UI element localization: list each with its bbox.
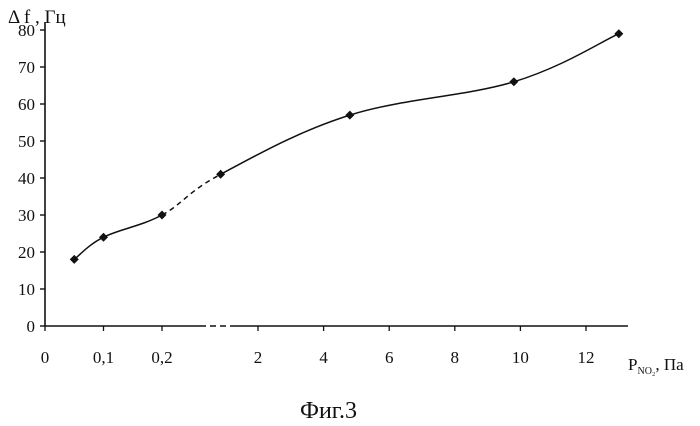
series-segment: [514, 34, 619, 82]
series-markers: [70, 29, 624, 264]
y-tick-label: 80: [18, 21, 35, 40]
x-tick-label: 8: [451, 348, 460, 367]
y-tick-label: 0: [27, 317, 36, 336]
data-point: [99, 233, 108, 242]
x-tick-label: 2: [254, 348, 263, 367]
y-tick-label: 20: [18, 243, 35, 262]
figure-caption: Фиг.3: [300, 398, 357, 424]
x-tick-label: 6: [385, 348, 394, 367]
axes: [45, 22, 628, 326]
y-tick-label: 60: [18, 95, 35, 114]
y-tick-label: 10: [18, 280, 35, 299]
x-tick-label: 10: [512, 348, 529, 367]
series-segment: [221, 115, 350, 174]
x-axis-label: PNO₂, Па: [628, 355, 684, 377]
y-ticks: 0 10 20 30 40 50 60 70 80: [18, 21, 45, 336]
series-segment: [74, 237, 103, 259]
x-tick-label: 0: [41, 348, 50, 367]
data-point: [158, 211, 167, 220]
data-point: [216, 170, 225, 179]
y-tick-label: 40: [18, 169, 35, 188]
series-segment: [350, 82, 514, 115]
y-tick-label: 30: [18, 206, 35, 225]
series-line: [74, 34, 619, 260]
y-tick-label: 70: [18, 58, 35, 77]
x-tick-label: 0,2: [151, 348, 172, 367]
data-point: [345, 111, 354, 120]
x-axis-label-main: P: [628, 355, 637, 374]
data-point: [509, 77, 518, 86]
x-ticks: 0 0,1 0,2 2 4 6 8 10 12: [41, 326, 595, 367]
data-point: [614, 29, 623, 38]
x-tick-label: 12: [578, 348, 595, 367]
y-axis-label: Δ f , Гц: [8, 7, 66, 28]
x-tick-label: 0,1: [93, 348, 114, 367]
x-axis-label-unit: , Па: [655, 355, 684, 374]
series-segment: [162, 174, 221, 215]
series-segment: [104, 215, 163, 237]
y-tick-label: 50: [18, 132, 35, 151]
x-tick-label: 4: [319, 348, 328, 367]
x-axis-label-sub: NO₂: [637, 366, 655, 377]
